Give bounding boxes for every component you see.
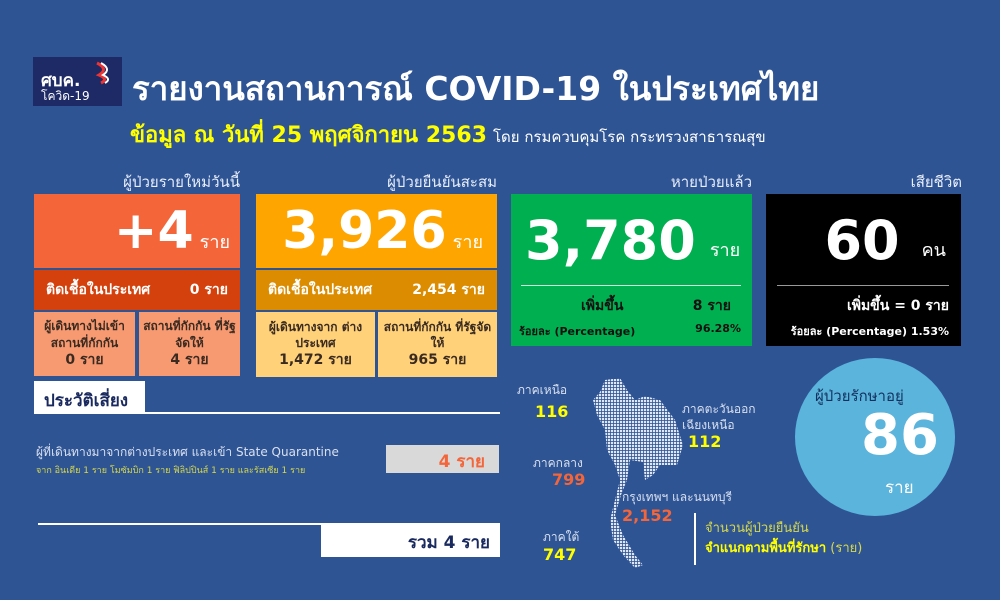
cumulative-sub1: ผู้เดินทางจาก ต่างประเทศ 1,472 ราย [256, 312, 375, 377]
flag-ribbon-icon [95, 61, 109, 85]
recovered-label: หายป่วยแล้ว [670, 173, 752, 191]
risk-value: 4 ราย [386, 445, 499, 473]
deaths-label: เสียชีวิต [910, 173, 962, 191]
south-value: 747 [543, 545, 577, 564]
central-value: 799 [552, 470, 586, 489]
page-title: รายงานสถานการณ์ COVID-19 ในประเทศไทย [132, 69, 820, 108]
divider [521, 285, 741, 286]
new-cases-card: +4 ราย [34, 194, 240, 268]
divider [34, 412, 500, 414]
cumulative-card: 3,926 ราย [256, 194, 497, 268]
risk-line1: ผู้ที่เดินทางมาจากต่างประเทศ และเข้า Sta… [36, 445, 339, 459]
new-local-bar: ติดเชื้อในประเทศ 0 ราย [34, 270, 240, 310]
new-sub2: สถานที่กักกัน ที่รัฐจัดให้ 4 ราย [139, 312, 240, 376]
new-sub1: ผู้เดินทางไม่เข้า สถานที่กักกัน 0 ราย [34, 312, 135, 376]
cumulative-sub2: สถานที่กักกัน ที่รัฐจัดให้ 965 ราย [378, 312, 497, 377]
divider [694, 513, 696, 565]
divider [777, 285, 949, 286]
cumulative-local-bar: ติดเชื้อในประเทศ 2,454 ราย [256, 270, 497, 310]
treating-circle: ผู้ป่วยรักษาอยู่ 86 ราย [795, 358, 955, 516]
north-value: 116 [535, 402, 569, 421]
date-line: ข้อมูล ณ วันที่ 25 พฤศจิกายน 2563 โดย กรม… [130, 123, 766, 148]
risk-heading: ประวัติเสี่ยง [34, 381, 145, 414]
cumulative-label: ผู้ป่วยยืนยันสะสม [387, 173, 497, 191]
region-caption: จำแนกตามพื้นที่รักษา (ราย) [705, 541, 863, 556]
recovered-card: 3,780 ราย เพิ่มขึ้น 8 ราย ร้อยละ (Percenta… [511, 194, 752, 346]
northeast-value: 112 [688, 432, 722, 451]
deaths-card: 60 คน เพิ่มขึ้น = 0 ราย ร้อยละ (Percentag… [766, 194, 961, 346]
risk-total: รวม 4 ราย [321, 524, 500, 557]
risk-line2: จาก อินเดีย 1 ราย โมซัมบิก 1 ราย ฟิลิปปิ… [36, 466, 306, 476]
new-cases-label: ผู้ป่วยรายใหม่วันนี้ [123, 173, 240, 191]
bkk-value: 2,152 [622, 506, 673, 525]
thailand-map-icon [593, 378, 683, 568]
logo: ศบค. โควิด-19 [33, 57, 122, 106]
divider [38, 523, 500, 525]
